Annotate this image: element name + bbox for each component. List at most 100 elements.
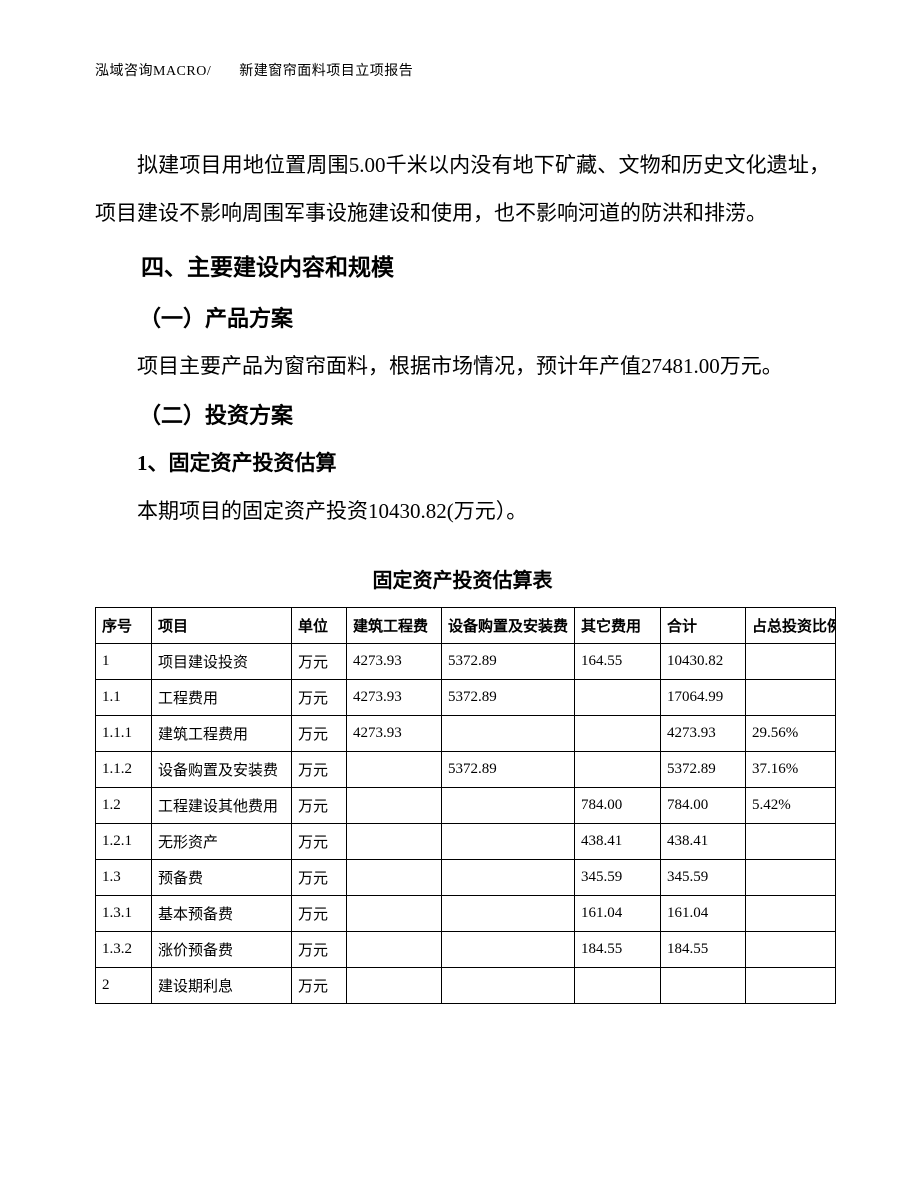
cell: 1.3.2 — [96, 931, 152, 967]
page: 泓域咨询MACRO/ 新建窗帘面料项目立项报告 拟建项目用地位置周围5.00千米… — [0, 0, 920, 1191]
cell — [575, 967, 661, 1003]
cell: 涨价预备费 — [152, 931, 292, 967]
cell: 预备费 — [152, 859, 292, 895]
cell: 5.42% — [746, 787, 836, 823]
table-row: 1项目建设投资万元4273.935372.89164.5510430.82 — [96, 643, 836, 679]
cell — [442, 715, 575, 751]
cell: 工程费用 — [152, 679, 292, 715]
cell: 万元 — [292, 787, 347, 823]
cell: 784.00 — [575, 787, 661, 823]
th-other: 其它费用 — [575, 607, 661, 643]
cell — [347, 859, 442, 895]
cell: 345.59 — [661, 859, 746, 895]
cell: 建设期利息 — [152, 967, 292, 1003]
cell: 万元 — [292, 751, 347, 787]
investment-table: 序号 项目 单位 建筑工程费 设备购置及安装费 其它费用 合计 占总投资比例 1… — [95, 607, 836, 1004]
cell: 1.2.1 — [96, 823, 152, 859]
table-body: 1项目建设投资万元4273.935372.89164.5510430.82 1.… — [96, 643, 836, 1003]
cell — [746, 643, 836, 679]
cell — [347, 823, 442, 859]
cell: 438.41 — [661, 823, 746, 859]
cell: 万元 — [292, 679, 347, 715]
cell: 建筑工程费用 — [152, 715, 292, 751]
table-row: 1.2工程建设其他费用万元784.00784.005.42% — [96, 787, 836, 823]
cell — [746, 679, 836, 715]
th-equip: 设备购置及安装费 — [442, 607, 575, 643]
cell: 164.55 — [575, 643, 661, 679]
table-row: 1.1.2设备购置及安装费万元5372.895372.8937.16% — [96, 751, 836, 787]
cell: 4273.93 — [661, 715, 746, 751]
page-header: 泓域咨询MACRO/ 新建窗帘面料项目立项报告 — [95, 60, 830, 80]
cell — [347, 967, 442, 1003]
cell: 2 — [96, 967, 152, 1003]
cell: 1.1 — [96, 679, 152, 715]
cell: 设备购置及安装费 — [152, 751, 292, 787]
table-row: 1.1.1建筑工程费用万元4273.934273.9329.56% — [96, 715, 836, 751]
cell: 1.1.2 — [96, 751, 152, 787]
cell: 基本预备费 — [152, 895, 292, 931]
cell: 无形资产 — [152, 823, 292, 859]
cell — [347, 895, 442, 931]
cell: 1.3.1 — [96, 895, 152, 931]
cell: 工程建设其他费用 — [152, 787, 292, 823]
th-seq: 序号 — [96, 607, 152, 643]
cell: 1.3 — [96, 859, 152, 895]
paragraph-product: 项目主要产品为窗帘面料，根据市场情况，预计年产值27481.00万元。 — [95, 343, 830, 391]
table-header-row: 序号 项目 单位 建筑工程费 设备购置及安装费 其它费用 合计 占总投资比例 — [96, 607, 836, 643]
cell — [746, 967, 836, 1003]
cell: 4273.93 — [347, 679, 442, 715]
cell: 5372.89 — [442, 751, 575, 787]
th-ratio: 占总投资比例 — [746, 607, 836, 643]
table-row: 1.3.2涨价预备费万元 184.55184.55 — [96, 931, 836, 967]
table-title: 固定资产投资估算表 — [95, 564, 830, 593]
cell: 万元 — [292, 715, 347, 751]
cell — [746, 931, 836, 967]
header-right: 新建窗帘面料项目立项报告 — [239, 60, 413, 80]
cell: 784.00 — [661, 787, 746, 823]
cell — [442, 823, 575, 859]
table-row: 1.3预备费万元 345.59345.59 — [96, 859, 836, 895]
cell: 4273.93 — [347, 643, 442, 679]
cell: 万元 — [292, 931, 347, 967]
cell — [442, 859, 575, 895]
cell: 万元 — [292, 859, 347, 895]
cell — [575, 679, 661, 715]
cell — [347, 931, 442, 967]
cell — [347, 787, 442, 823]
table-row: 1.3.1基本预备费万元161.04161.04 — [96, 895, 836, 931]
cell: 5372.89 — [661, 751, 746, 787]
cell — [746, 895, 836, 931]
th-total: 合计 — [661, 607, 746, 643]
th-item: 项目 — [152, 607, 292, 643]
cell: 5372.89 — [442, 643, 575, 679]
cell: 184.55 — [661, 931, 746, 967]
cell — [347, 751, 442, 787]
cell: 万元 — [292, 895, 347, 931]
cell — [575, 751, 661, 787]
cell — [746, 859, 836, 895]
cell: 万元 — [292, 823, 347, 859]
table-row: 1.1工程费用万元4273.935372.89 17064.99 — [96, 679, 836, 715]
paragraph-fixed-asset: 本期项目的固定资产投资10430.82(万元）。 — [95, 488, 830, 536]
cell: 161.04 — [661, 895, 746, 931]
cell: 1.1.1 — [96, 715, 152, 751]
th-unit: 单位 — [292, 607, 347, 643]
cell: 5372.89 — [442, 679, 575, 715]
cell: 10430.82 — [661, 643, 746, 679]
cell — [442, 967, 575, 1003]
paragraph-site: 拟建项目用地位置周围5.00千米以内没有地下矿藏、文物和历史文化遗址，项目建设不… — [95, 142, 830, 238]
cell — [746, 823, 836, 859]
cell: 万元 — [292, 643, 347, 679]
heading-section-4: 四、主要建设内容和规模 — [95, 242, 830, 294]
cell — [575, 715, 661, 751]
cell: 万元 — [292, 967, 347, 1003]
cell: 184.55 — [575, 931, 661, 967]
cell: 37.16% — [746, 751, 836, 787]
cell: 345.59 — [575, 859, 661, 895]
cell: 项目建设投资 — [152, 643, 292, 679]
heading-fixed-asset: 1、固定资产投资估算 — [95, 440, 830, 487]
cell — [442, 895, 575, 931]
cell — [661, 967, 746, 1003]
cell: 1.2 — [96, 787, 152, 823]
cell: 17064.99 — [661, 679, 746, 715]
